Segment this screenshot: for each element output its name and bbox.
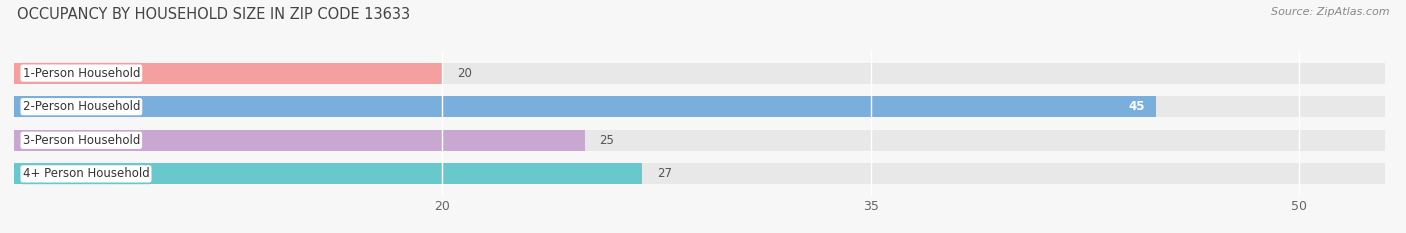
Text: 20: 20 xyxy=(457,67,471,80)
Text: 27: 27 xyxy=(657,167,672,180)
Text: 25: 25 xyxy=(599,134,614,147)
Text: OCCUPANCY BY HOUSEHOLD SIZE IN ZIP CODE 13633: OCCUPANCY BY HOUSEHOLD SIZE IN ZIP CODE … xyxy=(17,7,411,22)
Bar xyxy=(14,63,443,83)
Text: 1-Person Household: 1-Person Household xyxy=(22,67,141,80)
Bar xyxy=(14,96,1156,117)
Text: 2-Person Household: 2-Person Household xyxy=(22,100,141,113)
Text: Source: ZipAtlas.com: Source: ZipAtlas.com xyxy=(1271,7,1389,17)
Text: 45: 45 xyxy=(1129,100,1144,113)
Bar xyxy=(14,130,585,151)
Bar xyxy=(14,164,1385,184)
Text: 4+ Person Household: 4+ Person Household xyxy=(22,167,149,180)
Text: 3-Person Household: 3-Person Household xyxy=(22,134,141,147)
Bar xyxy=(14,164,643,184)
Bar xyxy=(14,63,1385,83)
Bar xyxy=(14,130,1385,151)
Bar xyxy=(14,96,1385,117)
